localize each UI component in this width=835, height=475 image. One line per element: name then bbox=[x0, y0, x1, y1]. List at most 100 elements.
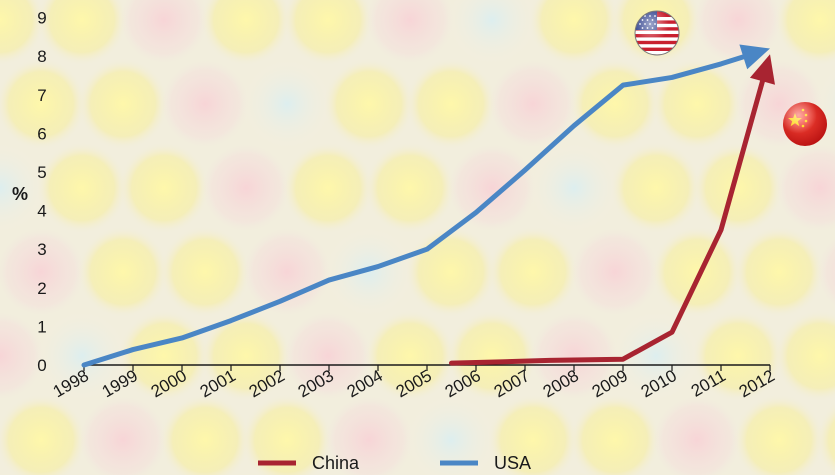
y-tick-label: 7 bbox=[37, 86, 46, 105]
bokeh-blob bbox=[36, 0, 128, 66]
usa-flag-icon bbox=[634, 10, 680, 56]
bokeh-blob bbox=[323, 226, 415, 318]
bokeh-blob bbox=[200, 0, 292, 66]
series-usa-arrowhead bbox=[739, 44, 770, 70]
bokeh-blob bbox=[323, 58, 415, 150]
bokeh-blob bbox=[651, 58, 743, 150]
bokeh-blob bbox=[487, 58, 579, 150]
bokeh-blob bbox=[241, 226, 333, 318]
bokeh-blob bbox=[77, 394, 169, 475]
x-tick-label: 2007 bbox=[491, 366, 533, 401]
bokeh-blob bbox=[241, 58, 333, 150]
series-china-arrowhead bbox=[749, 54, 775, 85]
china-flag-icon bbox=[783, 102, 827, 146]
bokeh-blob bbox=[282, 310, 374, 402]
x-tick-label: 2002 bbox=[246, 366, 288, 401]
x-tick-label: 2008 bbox=[540, 366, 582, 401]
x-tick-label: 2006 bbox=[442, 366, 484, 401]
bokeh-blob bbox=[0, 394, 87, 475]
x-tick-label: 2011 bbox=[688, 366, 729, 401]
bokeh-blob bbox=[733, 226, 825, 318]
x-tick-label: 2012 bbox=[736, 366, 778, 401]
x-tick-label: 2009 bbox=[589, 366, 631, 401]
bokeh-blob bbox=[200, 142, 292, 234]
bokeh-blob bbox=[77, 58, 169, 150]
x-tick-label: 1999 bbox=[99, 366, 141, 401]
bokeh-blob bbox=[774, 142, 835, 234]
bokeh-blob bbox=[118, 142, 210, 234]
bokeh-blob bbox=[364, 142, 456, 234]
bokeh-blob bbox=[364, 310, 456, 402]
series-layer bbox=[81, 44, 775, 368]
x-tick-label: 1998 bbox=[50, 366, 92, 401]
legend: China USA bbox=[258, 453, 531, 473]
y-tick-label: 9 bbox=[37, 9, 46, 28]
x-tick-label: 2003 bbox=[295, 366, 337, 401]
bokeh-blob bbox=[528, 0, 620, 66]
y-axis: 0 1 2 3 4 5 6 7 8 9 bbox=[37, 9, 46, 375]
bokeh-blob bbox=[528, 310, 620, 402]
bokeh-blob bbox=[118, 310, 210, 402]
bokeh-blob bbox=[36, 142, 128, 234]
bokeh-blob bbox=[0, 142, 46, 234]
bokeh-blob bbox=[446, 310, 538, 402]
bokeh-blob bbox=[241, 394, 333, 475]
bokeh-blob bbox=[815, 234, 835, 310]
y-tick-label: 6 bbox=[37, 124, 46, 143]
bokeh-blob bbox=[487, 394, 579, 475]
bokeh-blob bbox=[528, 142, 620, 234]
x-tick-label: 2004 bbox=[344, 366, 386, 401]
bokeh-blob bbox=[692, 310, 784, 402]
bokeh-blob bbox=[36, 310, 128, 402]
bokeh-blob bbox=[774, 310, 835, 402]
bokeh-blob bbox=[77, 226, 169, 318]
bokeh-blob bbox=[569, 394, 661, 475]
bokeh-blob bbox=[118, 0, 210, 66]
bokeh-blob bbox=[159, 58, 251, 150]
bokeh-blob bbox=[569, 226, 661, 318]
y-tick-label: 5 bbox=[37, 163, 46, 182]
bokeh-blob bbox=[364, 0, 456, 66]
legend-label-usa: USA bbox=[494, 453, 531, 473]
y-axis-label: % bbox=[12, 184, 28, 204]
bokeh-blob bbox=[692, 142, 784, 234]
y-tick-label: 2 bbox=[37, 279, 46, 298]
y-tick-label: 0 bbox=[37, 356, 46, 375]
bokeh-blob bbox=[159, 394, 251, 475]
bokeh-blob bbox=[282, 0, 374, 66]
bokeh-blob bbox=[0, 226, 87, 318]
legend-label-china: China bbox=[312, 453, 360, 473]
bokeh-blob bbox=[0, 0, 46, 66]
bokeh-blob bbox=[282, 142, 374, 234]
bokeh-blob bbox=[651, 226, 743, 318]
bokeh-blob bbox=[651, 394, 743, 475]
y-tick-label: 1 bbox=[37, 317, 46, 336]
x-tick-label: 2001 bbox=[197, 366, 239, 401]
y-tick-label: 4 bbox=[37, 202, 46, 221]
bokeh-blob bbox=[405, 394, 497, 475]
series-china-line bbox=[449, 78, 765, 366]
bokeh-blob bbox=[405, 58, 497, 150]
x-tick-label: 2010 bbox=[638, 366, 680, 401]
y-tick-label: 3 bbox=[37, 240, 46, 259]
series-usa-line bbox=[81, 54, 746, 368]
y-tick-label: 8 bbox=[37, 47, 46, 66]
bokeh-blob bbox=[815, 402, 835, 475]
bokeh-blob bbox=[200, 310, 292, 402]
x-tick-label: 2000 bbox=[148, 366, 190, 401]
bokeh-blob bbox=[487, 226, 579, 318]
bokeh-blob bbox=[159, 226, 251, 318]
bokeh-blob bbox=[774, 0, 835, 66]
bokeh-blob bbox=[610, 142, 702, 234]
bokeh-blob bbox=[323, 394, 415, 475]
bokeh-blob bbox=[0, 310, 46, 402]
bokeh-blob bbox=[610, 310, 702, 402]
x-tick-label: 2005 bbox=[393, 366, 435, 401]
x-axis: 1998 1999 2000 2001 2002 2003 2004 2005 2006 2007… bbox=[50, 364, 778, 401]
bokeh-blob bbox=[446, 0, 538, 66]
flags bbox=[634, 10, 827, 146]
bokeh-blob bbox=[0, 58, 87, 150]
bokeh-blob bbox=[446, 142, 538, 234]
bokeh-blob bbox=[733, 394, 825, 475]
